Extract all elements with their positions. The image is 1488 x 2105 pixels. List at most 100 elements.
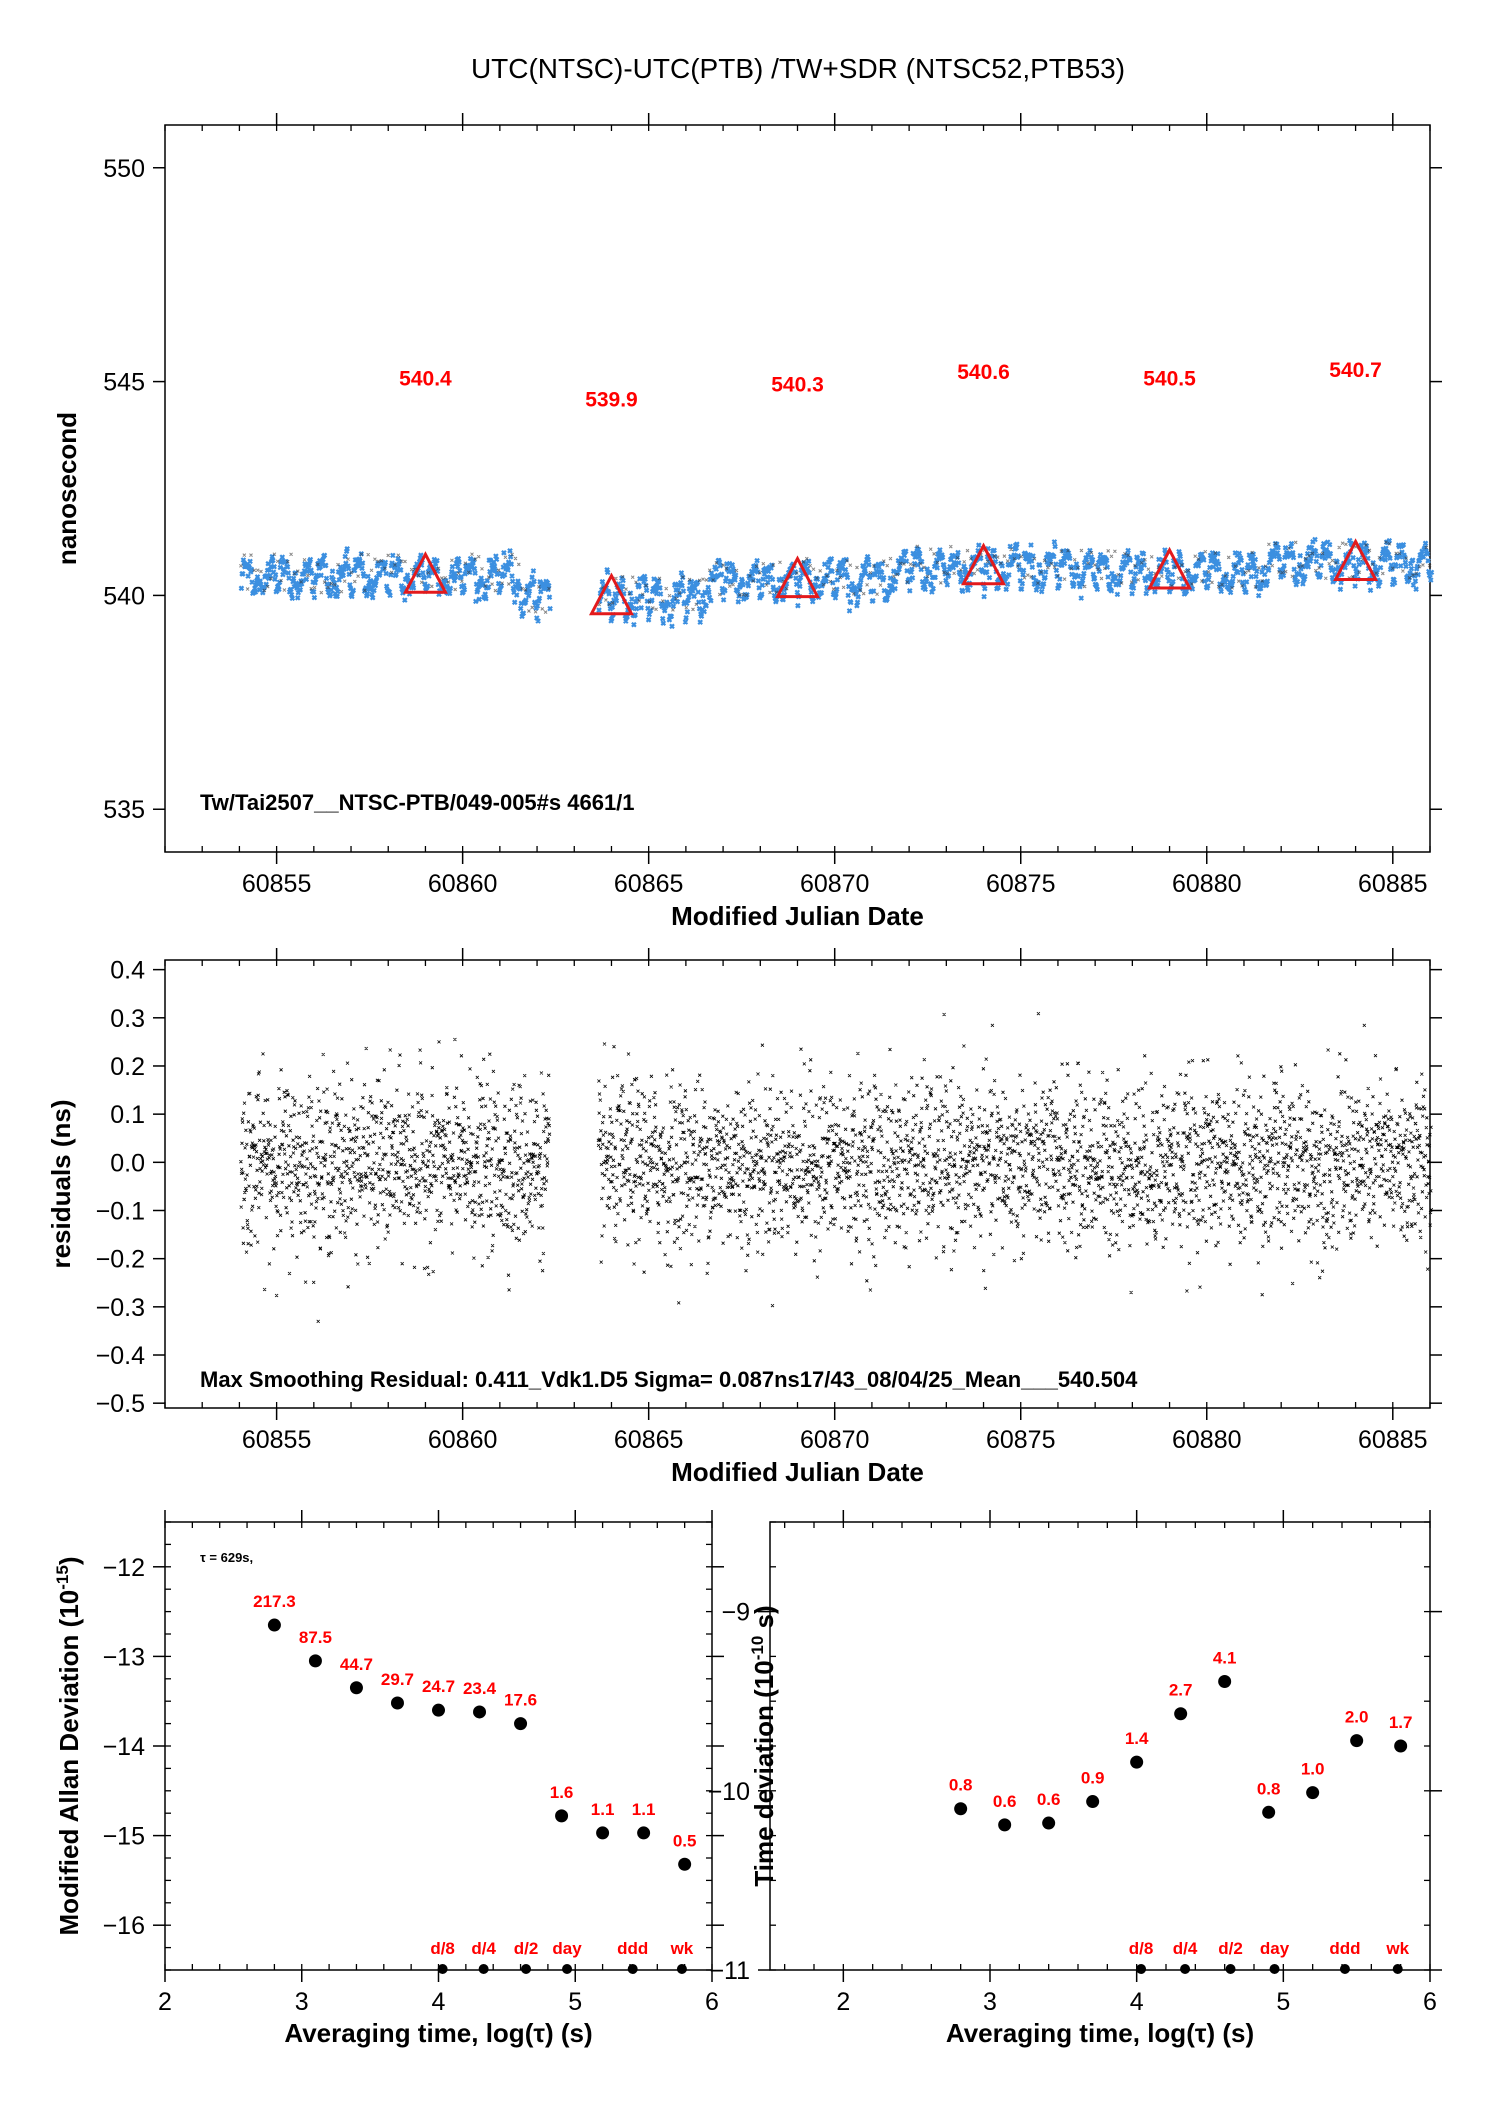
x-axis-title: Averaging time, log(τ) (s): [946, 2018, 1254, 2048]
deviation-point-label: 1.1: [632, 1800, 656, 1819]
daily-mean-label: 540.7: [1329, 359, 1382, 382]
x-tick-label: 60875: [986, 870, 1056, 898]
x-tick-label: 4: [1130, 1988, 1144, 2016]
y-tick-label: −0.2: [96, 1246, 145, 1274]
period-marker: [1180, 1964, 1191, 1974]
deviation-point: [308, 1654, 322, 1668]
deviation-point-label: 2.0: [1345, 1708, 1369, 1727]
x-tick-label: 2: [836, 1988, 850, 2016]
timeseries-panel: 60855 60860 60865 60870 60875 60880 60885 535 54…: [52, 113, 1442, 931]
period-marker: [1339, 1964, 1350, 1974]
y-tick-label: −10: [708, 1778, 750, 1806]
x-tick-label: 60870: [800, 1426, 870, 1454]
daily-mean-marker: [588, 572, 634, 616]
deviation-point-label: 17.6: [504, 1691, 537, 1710]
deviation-point-label: 44.7: [340, 1655, 373, 1674]
deviation-point-label: 87.5: [299, 1628, 332, 1647]
deviation-point: [1130, 1755, 1144, 1769]
deviation-point: [1042, 1816, 1056, 1830]
deviation-point-label: 1.7: [1389, 1713, 1413, 1732]
period-marker-label: ddd: [1329, 1939, 1360, 1958]
x-tick-label: 60860: [428, 870, 498, 898]
x-tick-label: 2: [158, 1988, 172, 2016]
period-marker-label: d/2: [1218, 1939, 1243, 1958]
period-marker: [562, 1964, 573, 1974]
y-tick-label: −0.1: [96, 1197, 145, 1225]
y-tick-label: −14: [103, 1733, 146, 1761]
period-marker-label: d/8: [1129, 1939, 1154, 1958]
x-tick-label: 3: [295, 1988, 309, 2016]
period-marker: [521, 1964, 532, 1974]
deviation-point-label: 1.6: [550, 1783, 574, 1802]
plot-frame: [769, 1521, 1431, 1971]
chart-title: UTC(NTSC)-UTC(PTB) /TW+SDR (NTSC52,PTB53…: [471, 53, 1125, 84]
period-marker-label: wk: [1385, 1939, 1409, 1958]
y-tick-label: −0.3: [96, 1294, 145, 1322]
plot-frame: [164, 124, 1431, 853]
measurement-outliers: [239, 540, 1432, 614]
deviation-point: [1086, 1795, 1100, 1809]
period-marker: [1136, 1964, 1147, 1974]
deviation-point-label: 217.3: [253, 1592, 296, 1611]
y-tick-label: 540: [103, 582, 145, 610]
daily-mean-marker: [775, 555, 820, 599]
period-marker: [1392, 1964, 1403, 1974]
y-tick-label: 0.2: [110, 1053, 145, 1081]
deviation-point: [954, 1802, 968, 1816]
tdev-panel: 2 3 4 5 6 −9 −10 −11 Averaging time, log(τ) (s) T…: [708, 1510, 1442, 2048]
y-tick-label: 0.4: [110, 957, 145, 985]
x-tick-label: 60865: [614, 1426, 684, 1454]
period-marker: [1225, 1964, 1236, 1974]
y-tick-label: −9: [721, 1599, 750, 1627]
deviation-point-label: 0.6: [1037, 1790, 1061, 1809]
period-marker-label: d/2: [514, 1939, 539, 1958]
deviation-point: [267, 1618, 281, 1632]
deviation-point: [637, 1826, 651, 1840]
y-tick-label: −0.4: [96, 1342, 145, 1370]
deviation-point-label: 23.4: [463, 1679, 497, 1698]
daily-mean-marker: [961, 542, 1007, 586]
daily-mean-label: 540.4: [399, 367, 452, 390]
x-tick-label: 60870: [800, 870, 870, 898]
y-axis-title: Modified Allan Deviation (10-15): [53, 1557, 84, 1936]
x-tick-label: 6: [705, 1988, 719, 2016]
residual-points: [239, 1011, 1434, 1324]
deviation-point: [596, 1826, 610, 1840]
deviation-point-label: 0.6: [993, 1792, 1017, 1811]
residual-annotation: Max Smoothing Residual: 0.411_Vdk1.D5 Si…: [200, 1367, 1138, 1392]
x-tick-label: 5: [1276, 1988, 1290, 2016]
deviation-point: [1394, 1739, 1408, 1753]
period-marker-label: wk: [670, 1939, 694, 1958]
deviation-point: [432, 1703, 445, 1717]
x-tick-label: 60865: [614, 870, 684, 898]
daily-mean-marker: [402, 551, 448, 594]
period-marker-label: day: [1260, 1939, 1290, 1958]
deviation-point: [1262, 1805, 1276, 1819]
y-tick-label: −16: [103, 1912, 145, 1940]
y-axis-title: nanosecond: [52, 412, 82, 565]
y-tick-label: −12: [103, 1554, 145, 1582]
measurement-series: [238, 536, 1435, 630]
y-tick-label: 550: [103, 155, 145, 183]
daily-mean-label: 540.5: [1143, 367, 1196, 390]
deviation-point: [349, 1681, 363, 1695]
period-marker-label: day: [552, 1939, 582, 1958]
x-axis-title: Averaging time, log(τ) (s): [284, 2018, 592, 2048]
deviation-point: [1218, 1674, 1232, 1688]
daily-mean-marker: [1147, 546, 1193, 590]
daily-mean-marker: [1333, 538, 1379, 581]
period-marker: [437, 1964, 448, 1974]
deviation-point: [514, 1717, 528, 1731]
y-tick-label: −11: [709, 1957, 750, 1985]
deviation-point-label: 0.8: [1257, 1779, 1281, 1798]
daily-mean-label: 540.6: [957, 361, 1010, 384]
plot-frame: [164, 959, 1431, 1409]
y-axis-title: residuals (ns): [46, 1099, 76, 1268]
y-tick-label: 0.0: [110, 1149, 145, 1177]
deviation-point: [1306, 1786, 1320, 1800]
daily-mean-label: 540.3: [771, 374, 824, 397]
deviation-point-label: 2.7: [1169, 1681, 1193, 1700]
period-marker: [1269, 1964, 1280, 1974]
period-marker-label: ddd: [617, 1939, 648, 1958]
